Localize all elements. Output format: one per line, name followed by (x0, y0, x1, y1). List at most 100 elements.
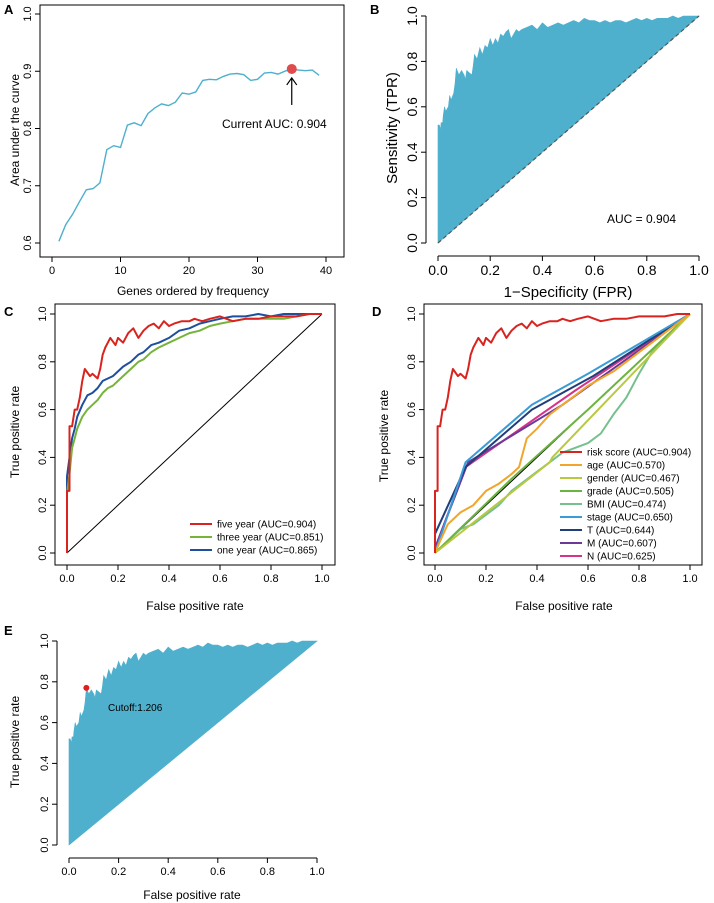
x-tick-label: 0.0 (428, 262, 448, 278)
y-tick-label: 0.0 (404, 233, 420, 253)
roc-curve (434, 313, 691, 554)
panel-a-x-axis-label: Genes ordered by frequency (117, 284, 269, 298)
legend-label: gender (AUC=0.467) (587, 474, 680, 485)
x-tick-label: 0.6 (585, 262, 605, 278)
panel-a-y-axis-label: Area under the curve (8, 74, 22, 186)
panel-b-letter: B (370, 2, 379, 17)
auc-line (58, 68, 320, 242)
panel-a-axes: 0 10 20 30 40 0.6 0.7 0.8 0.9 1.0 (22, 4, 345, 277)
legend-label: M (AUC=0.607) (587, 539, 657, 550)
panel-d-series (434, 313, 691, 554)
roc-curve (434, 313, 691, 554)
x-tick-label: 1.0 (689, 262, 709, 278)
legend-label: BMI (AUC=0.474) (587, 500, 666, 511)
x-tick-label: 0.2 (480, 262, 500, 278)
x-tick-label: 20 (183, 265, 195, 277)
x-tick-label: 0.2 (478, 573, 493, 585)
panel-e: E 0.0 0.2 0.4 0.6 0.8 1.0 0.0 0.2 0.4 0.6 0.8 1.0 F… (4, 623, 325, 902)
y-tick-label: 0.9 (22, 64, 34, 79)
y-tick-label: 1.0 (37, 306, 49, 321)
legend-label: three year (AUC=0.851) (217, 533, 323, 544)
panel-a-series (58, 63, 320, 242)
panel-c-series (66, 313, 323, 554)
plot-frame (54, 303, 336, 566)
panel-a: A 0 10 20 30 40 0.6 0.7 0.8 0.9 1.0 Genes ordered… (4, 2, 345, 298)
y-tick-label: 0.2 (39, 797, 51, 812)
x-tick-label: 0.4 (161, 866, 176, 878)
y-tick-label: 0.4 (406, 450, 418, 465)
y-tick-label: 1.0 (404, 6, 420, 26)
panel-d-axes: 0.0 0.2 0.4 0.6 0.8 1.0 0.0 0.2 0.4 0.6 0.8 1.0 (406, 303, 703, 585)
x-tick-label: 0.8 (260, 866, 275, 878)
x-tick-label: 0.0 (61, 866, 76, 878)
annotation-arrow-head (286, 76, 298, 86)
y-tick-label: 0.2 (37, 498, 49, 513)
x-tick-label: 1.0 (314, 573, 329, 585)
x-tick-label: 0.0 (427, 573, 442, 585)
panel-e-letter: E (4, 623, 13, 638)
panel-b: B 0.0 0.2 0.4 0.6 0.8 1.0 0.0 0.2 0.4 0.6 0.8 1.0 1… (370, 2, 709, 301)
y-tick-label: 0.2 (406, 498, 418, 513)
y-tick-label: 0.8 (404, 51, 420, 71)
x-tick-label: 0.2 (111, 866, 126, 878)
panel-c-axes: 0.0 0.2 0.4 0.6 0.8 1.0 0.0 0.2 0.4 0.6 0.8 1.0 (37, 303, 336, 585)
panel-a-annotation: Current AUC: 0.904 (222, 117, 327, 131)
panel-d-x-axis-label: False positive rate (515, 599, 613, 613)
x-tick-label: 0 (49, 265, 55, 277)
panel-a-letter: A (4, 2, 14, 17)
y-tick-label: 0.7 (22, 178, 34, 193)
y-tick-label: 1.0 (22, 6, 34, 21)
panel-d: D 0.0 0.2 0.4 0.6 0.8 1.0 0.0 0.2 0.4 0.6 0.8 1.0 r… (372, 303, 703, 613)
panel-c-x-axis-label: False positive rate (146, 599, 244, 613)
x-tick-label: 0.2 (110, 573, 125, 585)
roc-curve (434, 313, 690, 553)
y-tick-label: 0.0 (39, 837, 51, 852)
panel-d-y-axis-label: True positive rate (377, 390, 391, 483)
legend-label: one year (AUC=0.865) (217, 546, 317, 557)
y-tick-label: 0.8 (39, 674, 51, 689)
y-tick-label: 0.8 (406, 354, 418, 369)
panel-b-annotation: AUC = 0.904 (607, 212, 676, 226)
panel-e-series (68, 640, 318, 846)
y-tick-label: 0.4 (404, 142, 420, 162)
roc-curve (434, 313, 691, 554)
roc-curve (434, 313, 691, 554)
panel-b-axes: 0.0 0.2 0.4 0.6 0.8 1.0 0.0 0.2 0.4 0.6 0.8 1.0 (404, 6, 709, 278)
legend-label: N (AUC=0.625) (587, 552, 656, 563)
legend-label: grade (AUC=0.505) (587, 487, 674, 498)
y-tick-label: 0.4 (39, 756, 51, 771)
roc-curve (66, 313, 322, 553)
x-tick-label: 1.0 (682, 573, 697, 585)
y-tick-label: 0.6 (37, 402, 49, 417)
y-tick-label: 0.6 (406, 402, 418, 417)
y-tick-label: 0.0 (37, 545, 49, 560)
x-tick-label: 30 (251, 265, 263, 277)
panel-b-y-axis-label: Sensitivity (TPR) (384, 72, 401, 184)
y-tick-label: 1.0 (406, 306, 418, 321)
x-tick-label: 0.6 (210, 866, 225, 878)
chance-diagonal (66, 313, 323, 554)
plot-frame (423, 303, 703, 566)
x-tick-label: 10 (114, 265, 126, 277)
y-tick-label: 0.4 (37, 450, 49, 465)
x-tick-label: 0.0 (59, 573, 74, 585)
panel-c: C 0.0 0.2 0.4 0.6 0.8 1.0 0.0 0.2 0.4 0.6 0.8 1.0 f… (4, 303, 336, 613)
roc-curve (66, 313, 322, 553)
y-tick-label: 0.0 (406, 545, 418, 560)
legend-label: risk score (AUC=0.904) (587, 448, 691, 459)
panel-d-letter: D (372, 304, 381, 319)
x-tick-label: 0.4 (529, 573, 544, 585)
y-tick-label: 0.6 (22, 235, 34, 250)
panel-e-annotation: Cutoff:1.206 (108, 703, 163, 714)
legend-label: stage (AUC=0.650) (587, 513, 673, 524)
panel-c-legend: five year (AUC=0.904) three year (AUC=0.8… (190, 520, 323, 557)
legend-label: age (AUC=0.570) (587, 461, 665, 472)
y-tick-label: 0.6 (39, 715, 51, 730)
panel-e-axes: 0.0 0.2 0.4 0.6 0.8 1.0 0.0 0.2 0.4 0.6 0.8 1.0 (39, 633, 325, 878)
x-tick-label: 40 (320, 265, 332, 277)
y-tick-label: 0.8 (22, 121, 34, 136)
panel-d-legend: risk score (AUC=0.904) age (AUC=0.570) gen… (560, 448, 691, 563)
cutoff-point (83, 684, 90, 691)
roc-curve (434, 313, 691, 535)
